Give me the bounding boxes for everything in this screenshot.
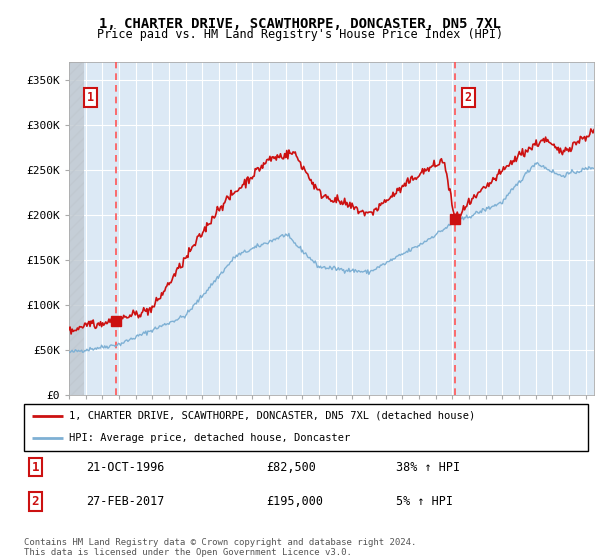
Text: 1, CHARTER DRIVE, SCAWTHORPE, DONCASTER, DN5 7XL (detached house): 1, CHARTER DRIVE, SCAWTHORPE, DONCASTER,… — [69, 411, 475, 421]
Text: 5% ↑ HPI: 5% ↑ HPI — [396, 495, 453, 508]
Text: 1, CHARTER DRIVE, SCAWTHORPE, DONCASTER, DN5 7XL: 1, CHARTER DRIVE, SCAWTHORPE, DONCASTER,… — [99, 17, 501, 31]
Text: 38% ↑ HPI: 38% ↑ HPI — [396, 461, 460, 474]
FancyBboxPatch shape — [24, 404, 588, 451]
Text: Contains HM Land Registry data © Crown copyright and database right 2024.
This d: Contains HM Land Registry data © Crown c… — [24, 538, 416, 557]
Text: 27-FEB-2017: 27-FEB-2017 — [86, 495, 164, 508]
Text: 1: 1 — [32, 461, 39, 474]
Text: 21-OCT-1996: 21-OCT-1996 — [86, 461, 164, 474]
Text: 2: 2 — [464, 91, 472, 104]
Text: £82,500: £82,500 — [266, 461, 316, 474]
Bar — [69, 62, 84, 395]
Text: 1: 1 — [87, 91, 94, 104]
Text: 2: 2 — [32, 495, 39, 508]
Text: HPI: Average price, detached house, Doncaster: HPI: Average price, detached house, Donc… — [69, 433, 350, 443]
Text: Price paid vs. HM Land Registry's House Price Index (HPI): Price paid vs. HM Land Registry's House … — [97, 28, 503, 41]
Text: £195,000: £195,000 — [266, 495, 323, 508]
